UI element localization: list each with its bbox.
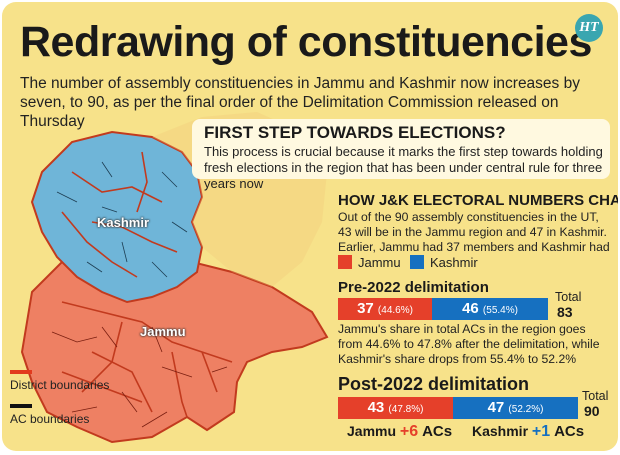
legend-kashmir: Kashmir (410, 255, 478, 270)
ht-logo: HT (575, 14, 603, 42)
jammu-change-value: +6 (399, 423, 419, 440)
jammu-change: Jammu +6 ACs (347, 423, 452, 441)
kashmir-change: Kashmir +1 ACs (472, 423, 584, 441)
jk-map (20, 112, 329, 444)
ac-key-label: AC boundaries (10, 412, 90, 426)
pre-kashmir-value: 46 (462, 300, 479, 317)
jammu-change-label: Jammu (347, 423, 397, 439)
subtitle: The number of assembly constituencies in… (20, 75, 580, 130)
post-jammu-bar: 43 (47.8%) (338, 397, 453, 419)
callout-text: This process is crucial because it marks… (204, 144, 603, 191)
elections-callout: FIRST STEP TOWARDS ELECTIONS? This proce… (192, 119, 610, 191)
jammu-swatch (338, 255, 352, 269)
kashmir-change-label: Kashmir (472, 423, 529, 439)
kashmir-change-value: +1 (531, 423, 551, 440)
post-jammu-pct: (47.8%) (388, 404, 424, 415)
post-heading: Post-2022 delimitation (338, 374, 530, 394)
district-line-swatch (10, 370, 32, 374)
kashmir-region (30, 130, 204, 304)
pre-kashmir-bar: 46 (55.4%) (432, 298, 548, 320)
callout-heading: FIRST STEP TOWARDS ELECTIONS? (204, 123, 506, 142)
post-total-value: 90 (584, 403, 600, 419)
pre-total-value: 83 (557, 304, 573, 320)
ac-line-swatch (10, 404, 32, 408)
legend-jammu-label: Jammu (358, 255, 401, 270)
kashmir-change-unit: ACs (554, 423, 585, 440)
ac-key: AC boundaries (10, 404, 89, 426)
kashmir-map-label: Kashmir (97, 215, 150, 230)
jammu-map-label: Jammu (140, 324, 186, 339)
changes-text: Out of the 90 assembly constituencies in… (338, 210, 610, 269)
pre-jammu-bar: 37 (44.6%) (338, 298, 432, 320)
kashmir-swatch (410, 255, 424, 269)
post-kashmir-bar: 47 (52.2%) (453, 397, 578, 419)
pre-kashmir-pct: (55.4%) (482, 305, 518, 316)
pre-jammu-value: 37 (357, 300, 374, 317)
pre-jammu-pct: (44.6%) (377, 305, 413, 316)
jammu-change-unit: ACs (422, 423, 453, 440)
legend-kashmir-label: Kashmir (430, 255, 478, 270)
share-text: Jammu's share in total ACs in the region… (338, 322, 600, 366)
post-kashmir-value: 47 (487, 399, 505, 416)
post-kashmir-pct: (52.2%) (508, 404, 544, 415)
page-title: Redrawing of constituencies (20, 18, 592, 66)
post-jammu-value: 43 (367, 399, 385, 416)
changes-heading: HOW J&K ELECTORAL NUMBERS CHANGE (338, 192, 618, 209)
district-key: District boundaries (10, 370, 109, 392)
post-total-label: Total (582, 389, 609, 403)
pre-heading: Pre-2022 delimitation (338, 279, 489, 296)
district-key-label: District boundaries (10, 378, 110, 392)
legend-jammu: Jammu (338, 255, 401, 270)
pre-total-label: Total (555, 290, 582, 304)
